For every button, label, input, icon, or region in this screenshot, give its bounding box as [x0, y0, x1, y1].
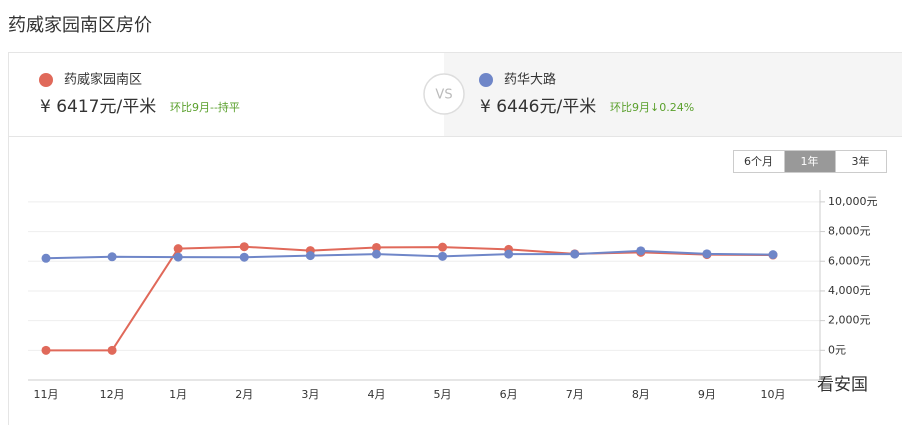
x-tick-label: 6月: [500, 388, 518, 401]
legend-name: 药华大路: [504, 72, 556, 88]
data-point: [504, 249, 514, 259]
legend-dot: [479, 73, 493, 87]
data-point: [371, 242, 381, 252]
legend-name: 药威家园南区: [64, 72, 142, 88]
x-tick-label: 9月: [698, 388, 716, 401]
data-point: [438, 251, 448, 261]
data-point: [173, 244, 183, 254]
x-tick-label: 5月: [434, 388, 452, 401]
range-button-label[interactable]: 3年: [852, 154, 870, 168]
watermark: 看安国: [817, 375, 868, 395]
data-point: [636, 246, 646, 256]
y-tick-label: 0元: [828, 343, 846, 356]
data-point: [107, 345, 117, 355]
data-point: [239, 242, 249, 252]
data-point: [173, 252, 183, 262]
data-point: [41, 345, 51, 355]
data-point: [702, 249, 712, 259]
vs-badge: [423, 73, 465, 115]
x-tick-label: 2月: [235, 388, 253, 401]
price: ¥ 6446元/平米: [480, 97, 596, 117]
series-line: [45, 249, 774, 260]
vs-text: VS: [435, 88, 452, 103]
x-tick-label: 3月: [301, 388, 319, 401]
range-button-label[interactable]: 1年: [801, 154, 819, 168]
y-tick-label: 8,000元: [828, 225, 871, 238]
data-point: [438, 242, 448, 252]
change: 环比9月--持平: [170, 100, 240, 114]
x-tick-label: 10月: [761, 388, 786, 401]
x-tick-label: 4月: [367, 388, 385, 401]
data-point: [107, 252, 117, 262]
y-tick-label: 4,000元: [828, 284, 871, 297]
compare-right-bg: [444, 53, 902, 136]
price: ¥ 6417元/平米: [40, 97, 156, 117]
data-point: [570, 249, 580, 259]
range-button[interactable]: [835, 150, 887, 173]
data-point: [305, 251, 315, 261]
data-point: [371, 249, 381, 259]
y-tick-label: 6,000元: [828, 254, 871, 267]
y-tick-label: 2,000元: [828, 314, 871, 327]
y-tick-label: 10,000元: [828, 195, 878, 208]
data-point: [41, 253, 51, 263]
page-title: 药威家园南区房价: [8, 15, 152, 36]
change: 环比9月↓0.24%: [610, 101, 694, 114]
legend-dot: [39, 73, 53, 87]
x-tick-label: 7月: [566, 388, 584, 401]
range-button-label[interactable]: 6个月: [744, 155, 773, 168]
series-line: [46, 245, 774, 352]
data-point: [768, 250, 778, 260]
data-point: [239, 252, 249, 262]
x-tick-label: 8月: [632, 388, 650, 401]
x-tick-label: 11月: [34, 388, 59, 401]
x-tick-label: 1月: [169, 388, 187, 401]
x-tick-label: 12月: [100, 388, 125, 401]
